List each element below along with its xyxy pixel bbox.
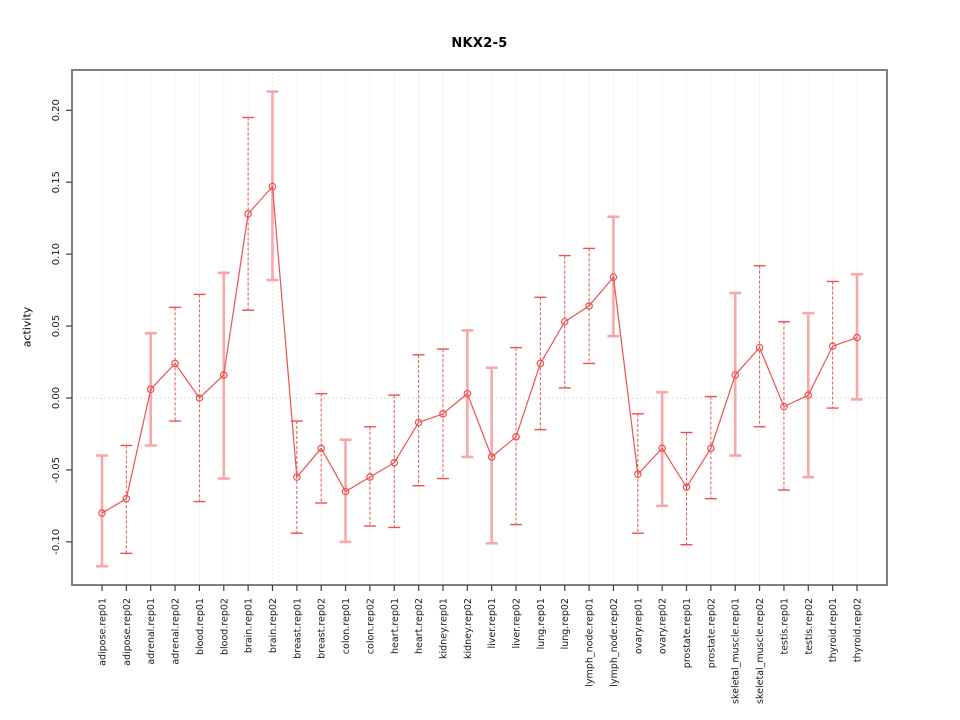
x-tick-label: colon.rep01 xyxy=(341,598,352,654)
data-point-marker xyxy=(755,343,764,352)
y-tick-label: 0.00 xyxy=(51,387,62,409)
data-point-marker xyxy=(780,402,788,411)
x-tick-label: kidney.rep02 xyxy=(463,598,474,659)
data-point-marker xyxy=(487,453,496,461)
y-tick-label: -0.10 xyxy=(51,529,62,555)
data-point-marker xyxy=(707,444,715,453)
x-tick-label: prostate.rep02 xyxy=(706,598,717,668)
x-tick-label: lymph_node.rep01 xyxy=(585,598,596,687)
data-point-marker xyxy=(828,342,837,351)
x-tick-label: blood.rep01 xyxy=(195,598,206,655)
y-tick-label: 0.15 xyxy=(51,171,62,193)
x-tick-label: lymph_node.rep02 xyxy=(609,598,620,687)
data-point-marker xyxy=(171,359,179,368)
data-point-marker xyxy=(536,359,545,368)
data-point-marker xyxy=(804,391,813,399)
data-point-marker xyxy=(98,509,106,517)
data-point-marker xyxy=(317,444,325,453)
data-point-marker xyxy=(366,473,374,481)
x-tick-label: adipose.rep01 xyxy=(98,598,109,666)
x-tick-label: heart.rep01 xyxy=(390,598,401,654)
data-point-marker xyxy=(731,371,740,379)
series-line xyxy=(101,185,858,514)
x-tick-label: colon.rep02 xyxy=(365,598,376,654)
data-point-marker xyxy=(439,410,447,418)
data-point-marker xyxy=(658,444,666,453)
x-tick-label: thyroid.rep01 xyxy=(828,598,839,662)
x-tick-label: thyroid.rep02 xyxy=(853,598,864,662)
x-tick-label: adipose.rep02 xyxy=(122,598,133,666)
x-tick-label: adrenal.rep02 xyxy=(171,598,182,665)
data-point-marker xyxy=(195,394,204,402)
x-tick-label: liver.rep02 xyxy=(512,598,523,648)
data-point-marker xyxy=(560,317,569,326)
data-point-marker xyxy=(390,458,399,467)
data-point-marker xyxy=(341,487,350,496)
data-point-marker xyxy=(634,470,642,479)
x-tick-label: breast.rep02 xyxy=(317,598,328,659)
data-point-marker xyxy=(463,389,472,398)
y-tick-label: -0.05 xyxy=(51,457,62,483)
x-tick-label: skeletal_muscle.rep01 xyxy=(731,598,742,704)
x-tick-label: brain.rep02 xyxy=(268,598,279,653)
x-tick-label: ovary.rep02 xyxy=(658,598,669,654)
data-point-marker xyxy=(268,182,277,191)
x-tick-label: heart.rep02 xyxy=(414,598,425,654)
x-tick-label: adrenal.rep01 xyxy=(146,598,157,665)
x-tick-label: prostate.rep01 xyxy=(682,598,693,668)
plot-box xyxy=(71,69,888,586)
data-point-marker xyxy=(414,418,423,427)
data-point-marker xyxy=(682,483,691,491)
x-tick-label: lung.rep02 xyxy=(560,598,571,649)
x-tick-label: kidney.rep01 xyxy=(438,598,449,659)
data-point-marker xyxy=(122,494,131,503)
x-tick-label: blood.rep02 xyxy=(219,598,230,655)
data-point-marker xyxy=(244,210,252,218)
data-point-marker xyxy=(293,473,301,481)
y-tick-label: 0.10 xyxy=(51,243,62,265)
y-tick-label: 0.20 xyxy=(51,99,62,121)
x-tick-label: skeletal_muscle.rep02 xyxy=(755,598,766,704)
x-tick-label: lung.rep01 xyxy=(536,598,547,649)
data-point-marker xyxy=(609,273,618,281)
x-tick-label: breast.rep01 xyxy=(292,598,303,659)
data-point-marker xyxy=(585,302,593,310)
data-point-marker xyxy=(853,333,861,342)
x-tick-label: liver.rep01 xyxy=(487,598,498,648)
y-tick-label: 0.05 xyxy=(51,315,62,337)
x-tick-label: ovary.rep01 xyxy=(633,598,644,654)
x-tick-label: testis.rep01 xyxy=(779,598,790,655)
x-tick-label: testis.rep02 xyxy=(804,598,815,655)
chart-title: NKX2-5 xyxy=(451,36,508,51)
data-point-marker xyxy=(146,385,155,394)
x-tick-label: brain.rep01 xyxy=(244,598,255,653)
data-point-marker xyxy=(512,433,520,441)
data-point-marker xyxy=(219,371,228,379)
